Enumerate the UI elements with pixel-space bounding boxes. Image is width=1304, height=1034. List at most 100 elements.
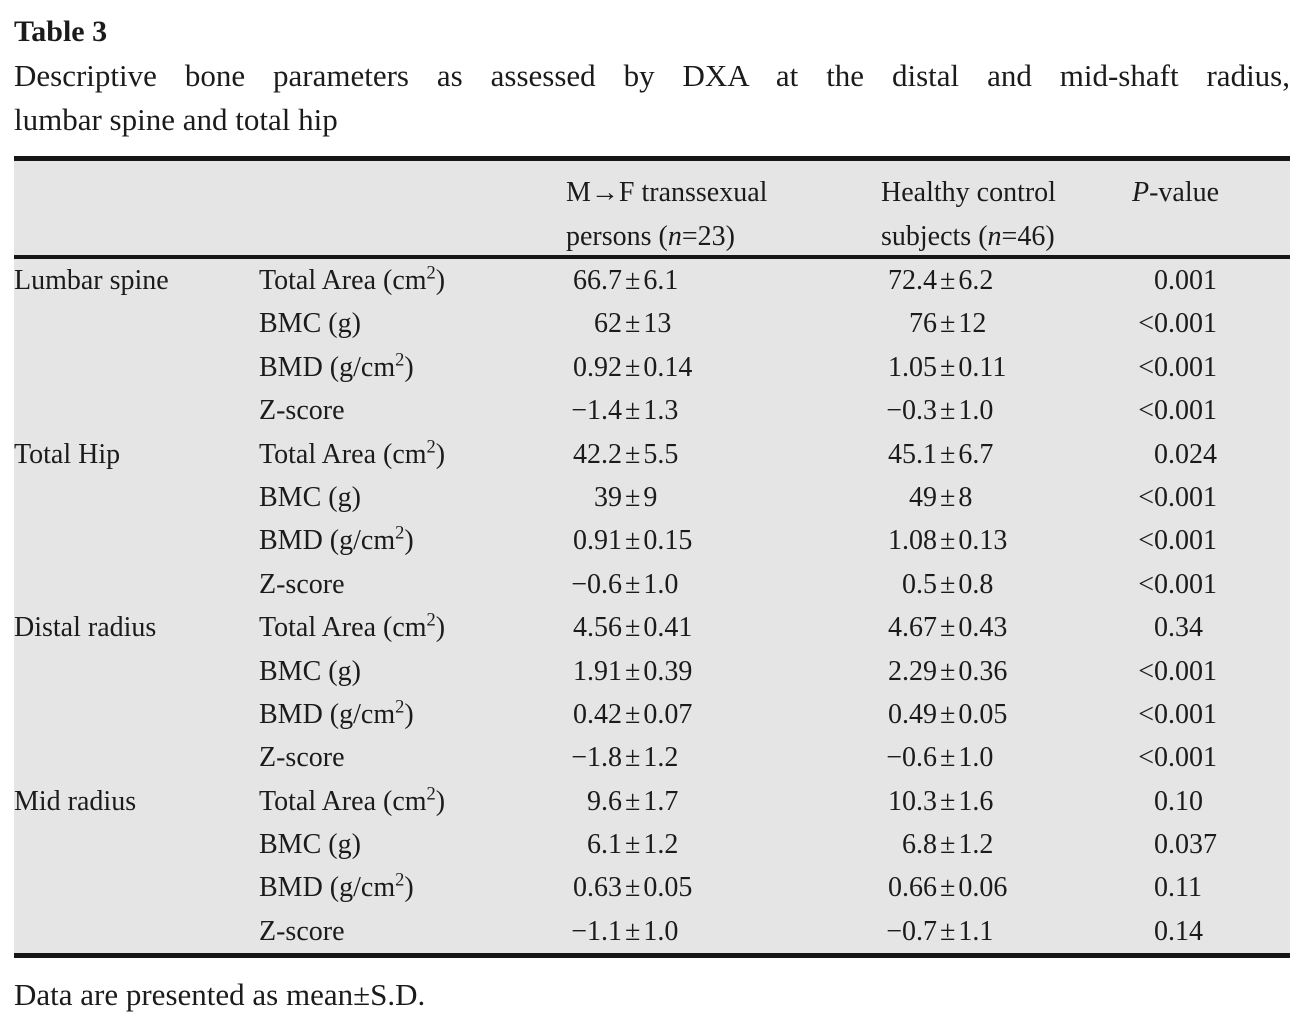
value-cell: 76 ±12 (909, 308, 987, 340)
value-cell: 0.91 ±0.15 (573, 525, 693, 557)
value-cell: 1.08 ±0.13 (888, 525, 1008, 557)
table-row: Total Hip Total Area (cm2) 42.2 ±5.5 45.1 ±6.… (14, 433, 1290, 476)
data-table: M→F transsexual persons (n=23) Healthy c… (14, 156, 1290, 959)
column-header-mf-line1: M→F transsexual (566, 177, 768, 208)
table-row: BMC (g) 1.91 ±0.39 2.29 ±0.36 <0.001 (14, 650, 1290, 693)
value-cell: 72.4 ±6.2 (888, 265, 994, 296)
parameter-label: BMD (g/cm2) (259, 696, 414, 730)
parameter-label: BMD (g/cm2) (259, 523, 414, 557)
parameter-label: Z-score (259, 742, 345, 774)
value-cell: 42.2 ±5.5 (573, 438, 679, 470)
value-cell: 4.67 ±0.43 (888, 612, 1008, 644)
region-label (14, 736, 259, 779)
value-cell: −0.7 ±1.1 (886, 915, 994, 947)
p-value-cell: 0.34 (1154, 612, 1203, 644)
p-value-cell: 0.001 (1154, 265, 1217, 296)
value-cell: 49 ±8 (909, 481, 973, 513)
region-label: Mid radius (14, 785, 137, 817)
table-footnote: Data are presented as mean±S.D. (14, 977, 426, 1013)
column-header-control-line2: subjects (n=46) (881, 221, 1055, 252)
p-value-cell: 0.024 (1154, 438, 1217, 470)
table-row: Z-score −0.6 ±1.0 0.5 ±0.8 <0.001 (14, 563, 1290, 606)
value-cell: 6.8 ±1.2 (902, 829, 994, 861)
column-header-mf-transsexual: M→F transsexual persons (n=23) (566, 171, 881, 259)
region-label (14, 823, 259, 866)
region-label (14, 346, 259, 389)
region-label (14, 302, 259, 345)
caption-line-2: lumbar spine and total hip (14, 102, 338, 137)
region-label: Total Hip (14, 438, 121, 470)
parameter-label: Z-score (259, 568, 345, 600)
table-row: Z-score −1.4 ±1.3 −0.3 ±1.0 <0.001 (14, 389, 1290, 432)
value-cell: 0.92 ±0.14 (573, 351, 693, 383)
parameter-label: BMD (g/cm2) (259, 870, 414, 904)
column-header-mf-line2: persons (n=23) (566, 221, 735, 252)
region-label: Lumbar spine (14, 265, 169, 296)
header-spacer-region (14, 171, 259, 259)
region-label (14, 866, 259, 909)
value-cell: 45.1 ±6.7 (888, 438, 994, 470)
parameter-label: BMC (g) (259, 481, 361, 513)
parameter-label: Total Area (cm2) (259, 783, 446, 817)
table-row: Lumbar spine Total Area (cm2) 66.7 ±6.1 72.4… (14, 259, 1290, 302)
p-value-cell: <0.001 (1138, 481, 1217, 513)
value-cell: 39 ±9 (594, 481, 658, 513)
value-cell: −1.1 ±1.0 (571, 915, 679, 947)
parameter-label: Z-score (259, 395, 345, 427)
value-cell: 0.66 ±0.06 (888, 872, 1008, 904)
parameter-label: BMC (g) (259, 308, 361, 340)
parameter-label: Z-score (259, 915, 345, 947)
parameter-label: Total Area (cm2) (259, 262, 446, 296)
table-row: BMD (g/cm2) 0.42 ±0.07 0.49 ±0.05 <0.001 (14, 693, 1290, 736)
value-cell: 9.6 ±1.7 (587, 785, 679, 817)
parameter-label: BMC (g) (259, 655, 361, 687)
region-label (14, 389, 259, 432)
value-cell: 0.63 ±0.05 (573, 872, 693, 904)
value-cell: 2.29 ±0.36 (888, 655, 1008, 687)
column-header-control-line1: Healthy control (881, 177, 1056, 208)
region-label (14, 650, 259, 693)
region-label (14, 910, 259, 953)
p-value-cell: 0.10 (1154, 785, 1203, 817)
p-value-cell: <0.001 (1138, 525, 1217, 557)
table-row: Mid radius Total Area (cm2) 9.6 ±1.7 10.3 ±1.… (14, 780, 1290, 823)
p-value-cell: 0.14 (1154, 915, 1203, 947)
value-cell: 0.42 ±0.07 (573, 698, 693, 730)
table-row: BMD (g/cm2) 0.92 ±0.14 1.05 ±0.11 <0.001 (14, 346, 1290, 389)
table-header-row: M→F transsexual persons (n=23) Healthy c… (14, 161, 1290, 259)
table-row: Distal radius Total Area (cm2) 4.56 ±0.41 4.… (14, 606, 1290, 649)
table-row: Z-score −1.1 ±1.0 −0.7 ±1.1 0.14 (14, 910, 1290, 953)
region-label (14, 563, 259, 606)
p-value-cell: <0.001 (1138, 351, 1217, 383)
caption-line-1: Descriptive bone parameters as assessed … (14, 58, 1290, 93)
header-spacer-parameter (259, 171, 566, 259)
parameter-label: BMD (g/cm2) (259, 349, 414, 383)
table-row: BMC (g) 39 ±9 49 ±8 <0.001 (14, 476, 1290, 519)
value-cell: 1.05 ±0.11 (888, 351, 1007, 383)
region-label: Distal radius (14, 612, 157, 644)
value-cell: −1.8 ±1.2 (571, 742, 679, 774)
value-cell: −0.6 ±1.0 (886, 742, 994, 774)
p-value-cell: <0.001 (1138, 742, 1217, 774)
table-row: BMC (g) 62 ±13 76 ±12 <0.001 (14, 302, 1290, 345)
table-label: Table 3 (14, 15, 108, 48)
region-label (14, 519, 259, 562)
value-cell: 10.3 ±1.6 (888, 785, 994, 817)
p-value-cell: 0.11 (1154, 872, 1202, 904)
region-label (14, 476, 259, 519)
p-value-cell: <0.001 (1138, 655, 1217, 687)
value-cell: 66.7 ±6.1 (573, 265, 679, 296)
value-cell: 62 ±13 (594, 308, 672, 340)
p-value-cell: 0.037 (1154, 829, 1217, 861)
parameter-label: Total Area (cm2) (259, 436, 446, 470)
value-cell: 1.91 ±0.39 (573, 655, 693, 687)
table-body: Lumbar spine Total Area (cm2) 66.7 ±6.1 72.4… (14, 259, 1290, 953)
value-cell: 6.1 ±1.2 (587, 829, 679, 861)
p-value-cell: <0.001 (1138, 698, 1217, 730)
table-caption: Descriptive bone parameters as assessed … (14, 54, 1290, 142)
table-row: BMD (g/cm2) 0.63 ±0.05 0.66 ±0.06 0.11 (14, 866, 1290, 909)
value-cell: 0.49 ±0.05 (888, 698, 1008, 730)
table-row: BMC (g) 6.1 ±1.2 6.8 ±1.2 0.037 (14, 823, 1290, 866)
p-value-cell: <0.001 (1138, 395, 1217, 427)
